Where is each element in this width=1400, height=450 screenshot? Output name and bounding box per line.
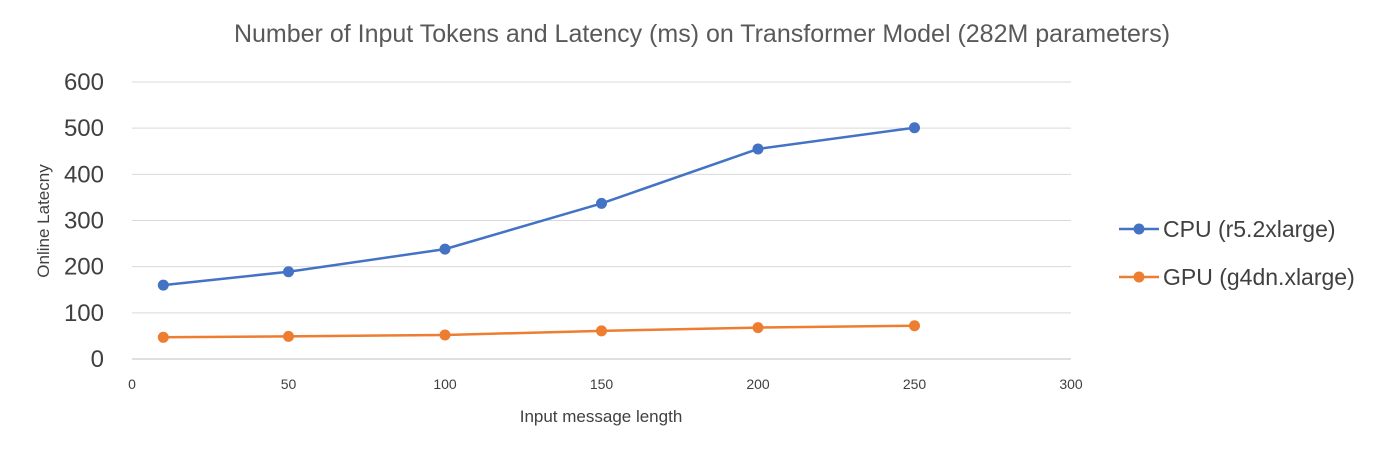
- legend-label: GPU (g4dn.xlarge): [1163, 264, 1355, 290]
- y-tick-label: 100: [64, 300, 104, 327]
- x-tick-label: 100: [433, 376, 457, 392]
- data-point: [909, 320, 920, 332]
- y-tick-label: 300: [64, 208, 104, 235]
- legend-marker: [1133, 271, 1145, 283]
- series-1: [157, 122, 920, 291]
- x-tick-label: 200: [746, 376, 770, 392]
- y-axis-label: Online Latecny: [34, 164, 53, 278]
- data-point: [752, 143, 764, 155]
- data-point: [157, 331, 169, 343]
- gridlines: [132, 81, 1071, 314]
- y-tick-label: 400: [64, 161, 104, 188]
- x-tick-label: 0: [128, 376, 136, 392]
- series-2: [157, 320, 920, 343]
- y-tick-label: 0: [91, 346, 104, 373]
- data-point: [283, 266, 294, 278]
- data-point: [596, 197, 607, 209]
- series-line: [162, 126, 916, 287]
- axes: 0 100 200 300 400 500 600 0 50 100 150 200 250 300: [64, 69, 1083, 392]
- y-tick-label: 200: [64, 254, 104, 281]
- x-tick-label: 150: [590, 376, 614, 392]
- data-point: [157, 279, 169, 291]
- series-group: [157, 122, 920, 343]
- data-point: [909, 122, 920, 134]
- legend-marker: [1133, 223, 1145, 235]
- data-point: [283, 330, 294, 342]
- legend-label: CPU (r5.2xlarge): [1163, 216, 1336, 242]
- series-line: [162, 324, 916, 339]
- chart-title: Number of Input Tokens and Latency (ms) …: [234, 20, 1170, 48]
- x-tick-label: 300: [1059, 376, 1083, 392]
- y-tick-label: 500: [64, 115, 104, 142]
- x-axis-label: Input message length: [520, 407, 683, 426]
- x-tick-label: 50: [281, 376, 297, 392]
- x-tick-label: 250: [903, 376, 927, 392]
- legend-entry: GPU (g4dn.xlarge): [1119, 264, 1355, 290]
- legend: CPU (r5.2xlarge) GPU (g4dn.xlarge): [1119, 216, 1355, 290]
- data-point: [752, 322, 764, 334]
- y-tick-label: 600: [64, 69, 104, 96]
- legend-entry: CPU (r5.2xlarge): [1119, 216, 1336, 242]
- data-point: [439, 243, 451, 255]
- data-point: [596, 325, 607, 337]
- data-point: [439, 329, 451, 341]
